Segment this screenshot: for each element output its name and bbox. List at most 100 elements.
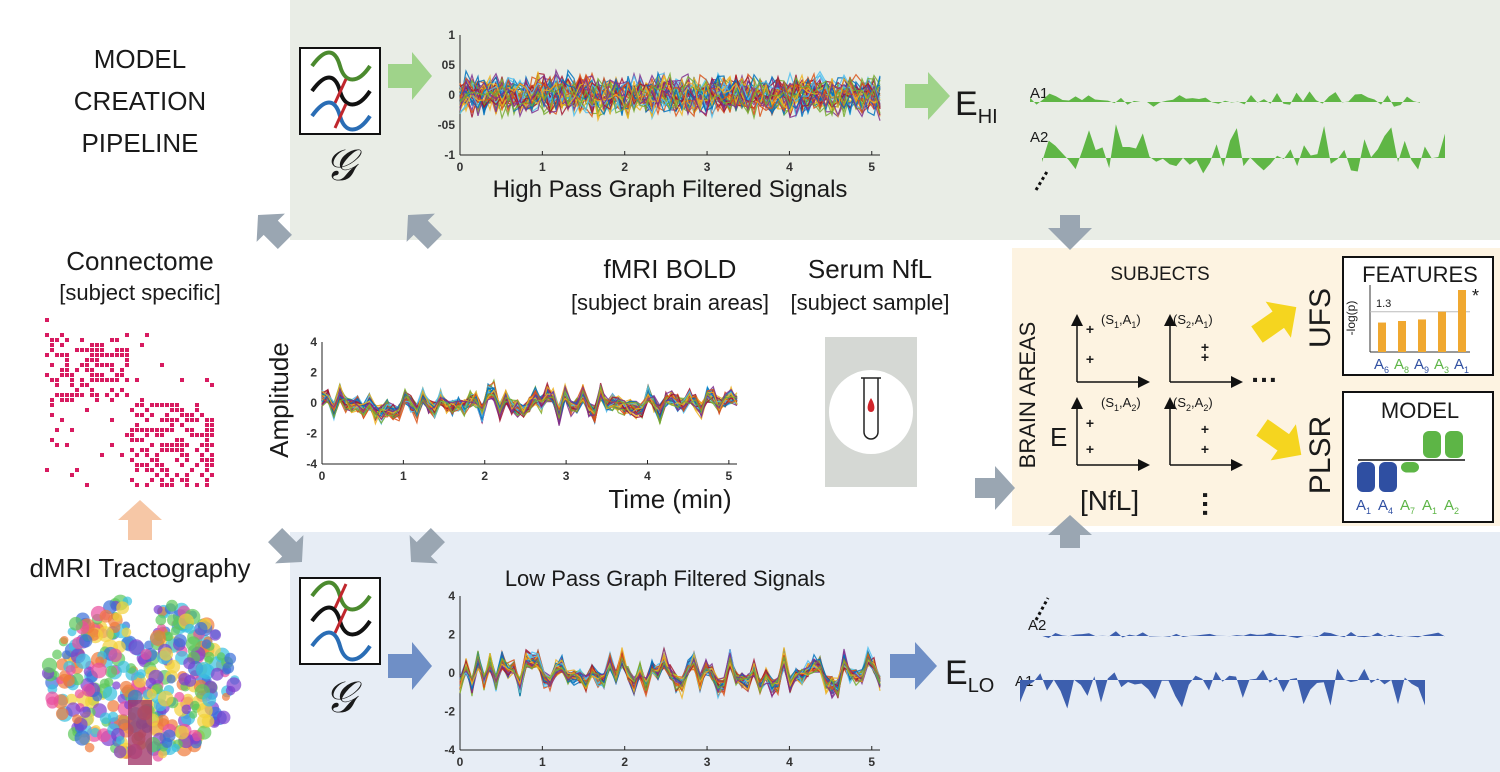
fiber-blob <box>128 639 145 656</box>
matrix-cell <box>115 338 119 342</box>
fiber-blob <box>55 707 69 721</box>
matrix-cell <box>175 443 179 447</box>
matrix-cell <box>85 483 89 487</box>
fiber-blob <box>68 616 83 631</box>
matrix-cell <box>95 343 99 347</box>
matrix-cell <box>65 368 69 372</box>
matrix-cell <box>175 438 179 442</box>
matrix-cell <box>55 393 59 397</box>
matrix-cell <box>55 378 59 382</box>
arrow-yellow-icon <box>1251 301 1297 343</box>
x-tick-label: 0 <box>319 469 326 483</box>
y-tick-label: 05 <box>442 58 456 72</box>
matrix-cell <box>145 333 149 337</box>
matrix-cell <box>160 363 164 367</box>
fiber-blob <box>41 657 58 673</box>
fiber-blob <box>166 599 178 612</box>
matrix-cell <box>205 428 209 432</box>
matrix-cell <box>165 403 169 407</box>
matrix-cell <box>210 473 214 477</box>
matrix-cell <box>160 428 164 432</box>
wave-icon <box>310 50 372 82</box>
matrix-cell <box>65 443 69 447</box>
energy-waveform <box>1020 668 1425 709</box>
matrix-cell <box>70 428 74 432</box>
fiber-blob <box>102 686 118 701</box>
matrix-cell <box>140 448 144 452</box>
matrix-cell <box>170 423 174 427</box>
matrix-cell <box>135 468 139 472</box>
x-tick-label: 3 <box>563 469 570 483</box>
data-point: + <box>1086 441 1094 457</box>
matrix-cell <box>45 333 49 337</box>
x-tick-label: 4 <box>644 469 651 483</box>
fiber-blob <box>157 690 174 707</box>
fiber-blob <box>221 692 230 701</box>
feature-label: A3 <box>1434 356 1449 375</box>
matrix-cell <box>180 438 184 442</box>
signal-trace <box>321 384 738 421</box>
fiber-blob <box>116 735 125 745</box>
matrix-cell <box>160 483 164 487</box>
energy-axis-label: E <box>1050 422 1067 452</box>
y-tick-label: 2 <box>448 628 455 642</box>
fiber-blob <box>112 681 121 690</box>
matrix-cell <box>190 433 194 437</box>
matrix-cell <box>205 438 209 442</box>
significance-star: * <box>1472 286 1479 306</box>
matrix-cell <box>160 463 164 467</box>
arrow-up-icon <box>118 500 162 540</box>
matrix-cell <box>100 363 104 367</box>
energy-waveform <box>1042 631 1445 638</box>
x-tick-label: 5 <box>726 469 733 483</box>
matrix-cell <box>195 403 199 407</box>
matrix-cell <box>175 408 179 412</box>
matrix-cell <box>190 468 194 472</box>
matrix-cell <box>65 338 69 342</box>
matrix-cell <box>50 343 54 347</box>
y-tick-label: 0 <box>310 396 317 410</box>
matrix-cell <box>155 403 159 407</box>
arrow-downright-icon <box>268 528 304 564</box>
matrix-cell <box>160 448 164 452</box>
fiber-blob <box>63 674 75 687</box>
matrix-cell <box>200 453 204 457</box>
fiber-blob <box>79 634 93 648</box>
fiber-blob <box>162 729 176 743</box>
fiber-blob <box>185 636 201 652</box>
matrix-cell <box>205 433 209 437</box>
fiber-blob <box>52 649 63 660</box>
matrix-cell <box>210 443 214 447</box>
fiber-blob <box>201 639 212 649</box>
fiber-blob <box>140 648 152 660</box>
x-tick-label: 2 <box>621 755 628 769</box>
matrix-cell <box>205 483 209 487</box>
data-point: + <box>1201 339 1209 355</box>
fiber-blob <box>155 614 167 626</box>
matrix-cell <box>160 443 164 447</box>
coefficient-bar <box>1379 462 1397 492</box>
matrix-cell <box>170 403 174 407</box>
cross-icon <box>333 103 348 129</box>
fiber-blob <box>182 693 194 705</box>
fmri-plot: 420-2-40 1 2 3 4 5 <box>306 335 738 483</box>
ellipsis: … <box>1197 490 1228 518</box>
matrix-cell <box>95 363 99 367</box>
fiber-blob <box>184 623 195 634</box>
matrix-cell <box>100 373 104 377</box>
matrix-cell <box>200 443 204 447</box>
matrix-cell <box>125 433 129 437</box>
matrix-cell <box>180 453 184 457</box>
matrix-cell <box>105 363 109 367</box>
matrix-cell <box>185 458 189 462</box>
fiber-blob <box>136 669 146 679</box>
matrix-cell <box>85 358 89 362</box>
matrix-cell <box>95 358 99 362</box>
matrix-cell <box>125 358 129 362</box>
matrix-cell <box>135 463 139 467</box>
tractography-brain-image <box>41 594 242 765</box>
matrix-cell <box>80 348 84 352</box>
matrix-cell <box>65 363 69 367</box>
matrix-cell <box>145 408 149 412</box>
ellipsis <box>1034 169 1050 191</box>
